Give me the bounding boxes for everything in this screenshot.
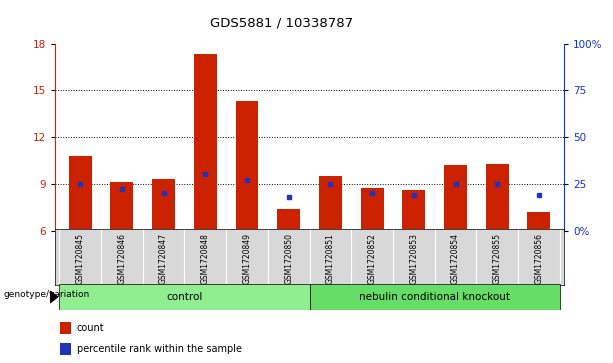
Text: GSM1720854: GSM1720854 <box>451 233 460 284</box>
Bar <box>319 176 342 231</box>
Text: percentile rank within the sample: percentile rank within the sample <box>77 344 242 354</box>
Text: GSM1720847: GSM1720847 <box>159 233 168 284</box>
Bar <box>110 182 134 231</box>
Bar <box>402 190 425 231</box>
Bar <box>59 284 310 310</box>
Bar <box>277 209 300 231</box>
Text: GSM1720850: GSM1720850 <box>284 233 293 284</box>
Bar <box>69 156 92 231</box>
Bar <box>235 101 259 231</box>
Text: GSM1720856: GSM1720856 <box>535 233 544 284</box>
Text: count: count <box>77 323 104 333</box>
Polygon shape <box>50 291 58 303</box>
Bar <box>485 163 509 231</box>
Text: GSM1720846: GSM1720846 <box>118 233 126 284</box>
Text: GDS5881 / 10338787: GDS5881 / 10338787 <box>210 16 354 29</box>
Text: GSM1720853: GSM1720853 <box>409 233 418 284</box>
Text: GSM1720855: GSM1720855 <box>493 233 501 284</box>
Text: genotype/variation: genotype/variation <box>3 290 89 299</box>
Text: GSM1720851: GSM1720851 <box>326 233 335 284</box>
Text: GSM1720849: GSM1720849 <box>243 233 251 284</box>
Bar <box>60 322 72 334</box>
Text: nebulin conditional knockout: nebulin conditional knockout <box>359 292 510 302</box>
Bar <box>60 343 72 355</box>
Bar <box>360 188 384 231</box>
Bar <box>444 165 467 231</box>
Bar <box>310 284 560 310</box>
Text: GSM1720852: GSM1720852 <box>368 233 376 284</box>
Text: GSM1720848: GSM1720848 <box>201 233 210 284</box>
Text: control: control <box>166 292 203 302</box>
Text: GSM1720845: GSM1720845 <box>75 233 85 284</box>
Bar <box>194 54 217 231</box>
Bar <box>527 212 550 231</box>
Bar <box>152 179 175 231</box>
